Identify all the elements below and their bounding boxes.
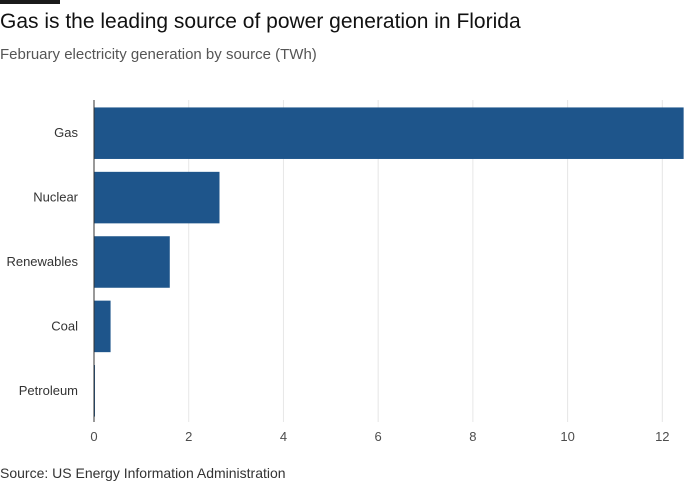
x-tick-label: 8 bbox=[469, 429, 476, 444]
bar-gas[interactable] bbox=[94, 107, 684, 159]
source-note: Source: US Energy Information Administra… bbox=[0, 465, 286, 481]
bar-coal[interactable] bbox=[94, 300, 111, 353]
x-tick-label: 2 bbox=[185, 429, 192, 444]
bar-renewables[interactable] bbox=[94, 236, 170, 288]
x-tick-label: 12 bbox=[655, 429, 669, 444]
chart-subtitle: February electricity generation by sourc… bbox=[0, 46, 317, 63]
category-label: Renewables bbox=[6, 254, 78, 269]
category-label: Nuclear bbox=[33, 190, 78, 205]
category-label: Petroleum bbox=[19, 383, 78, 398]
top-rule bbox=[0, 0, 60, 4]
chart-title: Gas is the leading source of power gener… bbox=[0, 10, 521, 33]
bar-nuclear[interactable] bbox=[94, 171, 220, 224]
category-label: Coal bbox=[51, 318, 78, 333]
bar-chart: 0 2 4 6 8 10 12 Gas Nuclear Renewables Coal Petrole… bbox=[6, 100, 684, 444]
label-layer: 0 2 4 6 8 10 12 Gas Nuclear Renewables Coal Petrole… bbox=[6, 125, 669, 444]
x-tick-label: 10 bbox=[560, 429, 574, 444]
bar-layer bbox=[93, 100, 684, 422]
category-label: Gas bbox=[54, 125, 78, 140]
x-tick-label: 4 bbox=[280, 429, 287, 444]
x-tick-label: 6 bbox=[375, 429, 382, 444]
x-tick-label: 0 bbox=[90, 429, 97, 444]
